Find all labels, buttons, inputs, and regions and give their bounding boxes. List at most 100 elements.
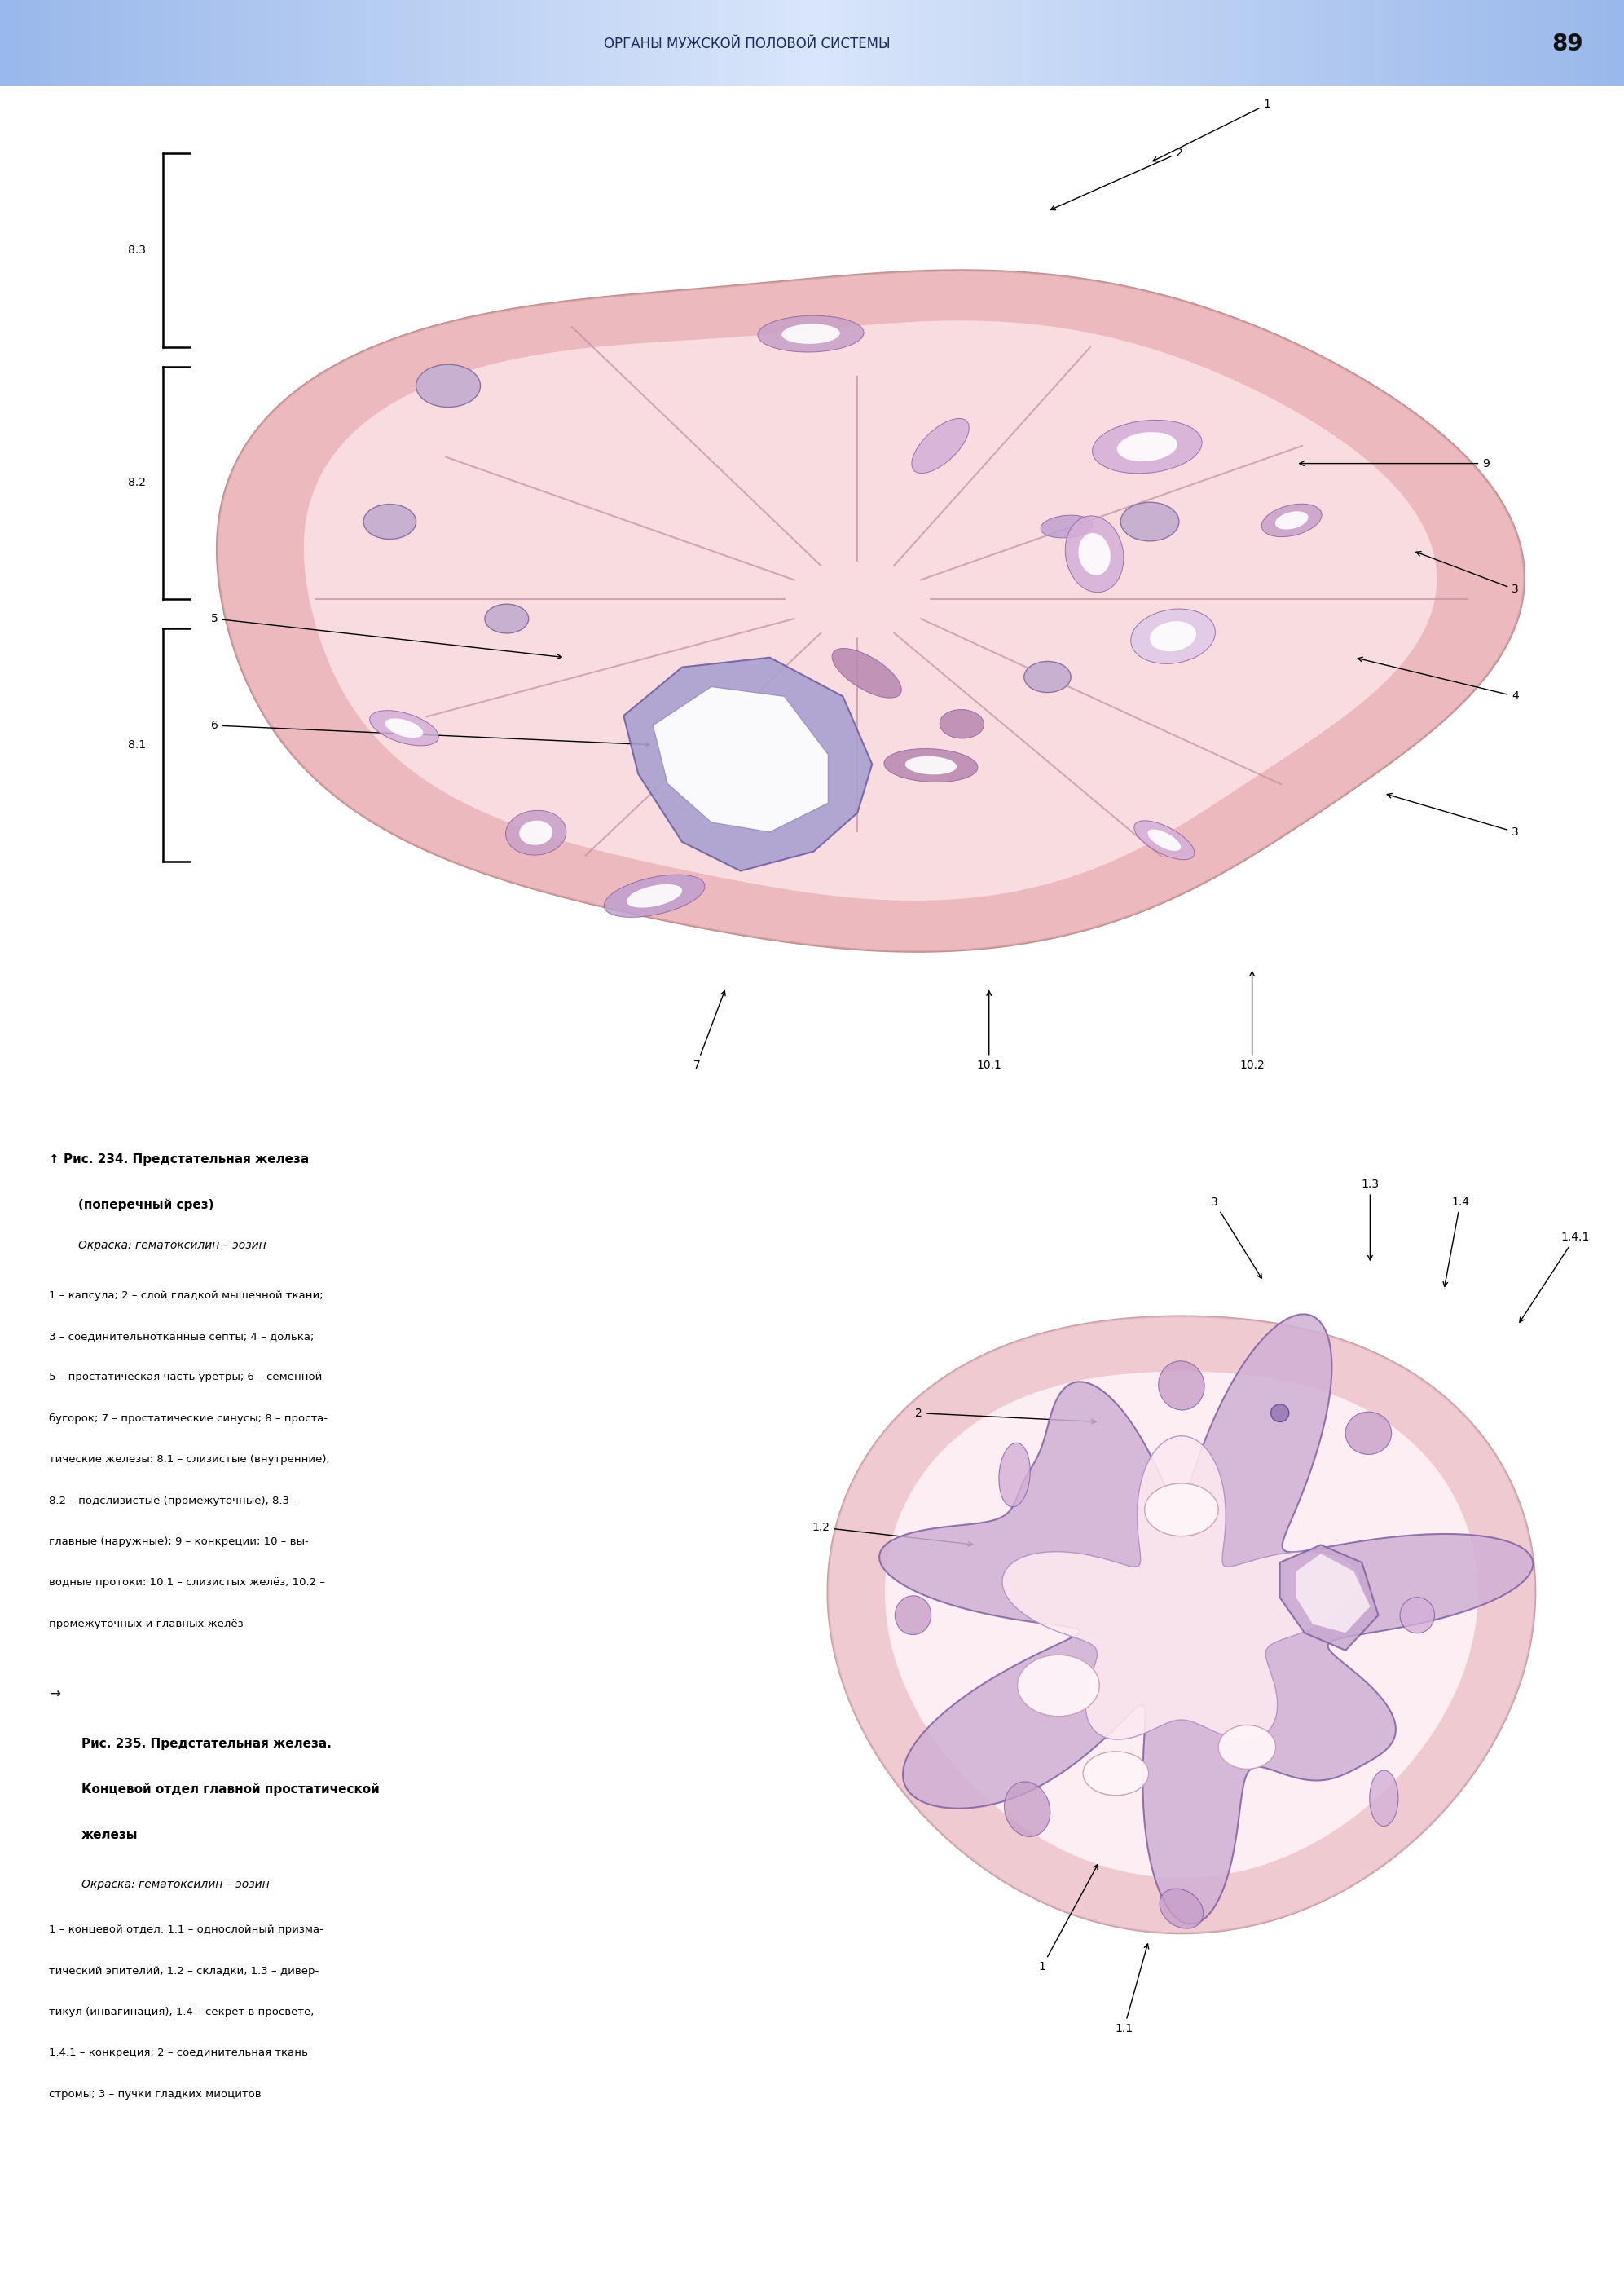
Bar <box>49 0 54 84</box>
Ellipse shape <box>1130 610 1215 664</box>
Bar <box>244 0 248 84</box>
Ellipse shape <box>911 418 970 473</box>
Bar <box>580 0 585 84</box>
Bar <box>5 0 11 84</box>
Text: 1 – капсула; 2 – слой гладкой мышечной ткани;: 1 – капсула; 2 – слой гладкой мышечной т… <box>49 1290 323 1301</box>
Bar <box>893 0 898 84</box>
Bar <box>455 0 460 84</box>
Bar <box>130 0 135 84</box>
Bar <box>921 0 926 84</box>
Bar <box>1169 0 1174 84</box>
Bar <box>1478 0 1483 84</box>
Bar <box>297 0 304 84</box>
Text: 1.2: 1.2 <box>812 1523 973 1546</box>
Ellipse shape <box>484 605 528 632</box>
Bar <box>828 0 833 84</box>
Bar <box>1548 0 1554 84</box>
Bar <box>492 0 499 84</box>
Bar <box>541 0 547 84</box>
Bar <box>531 0 536 84</box>
Bar <box>791 0 796 84</box>
Bar <box>16 0 21 84</box>
Bar <box>1158 0 1164 84</box>
Polygon shape <box>218 269 1525 952</box>
Bar <box>817 0 823 84</box>
Bar <box>742 0 747 84</box>
Bar <box>1093 0 1099 84</box>
Bar <box>1619 0 1624 84</box>
Bar <box>76 0 81 84</box>
Bar <box>341 0 346 84</box>
Bar <box>1510 0 1515 84</box>
Bar <box>352 0 357 84</box>
Bar <box>931 0 937 84</box>
Bar <box>162 0 167 84</box>
Bar <box>703 0 710 84</box>
Bar <box>320 0 325 84</box>
Polygon shape <box>1280 1546 1379 1651</box>
Ellipse shape <box>781 324 840 345</box>
Bar <box>1246 0 1250 84</box>
Ellipse shape <box>831 648 901 699</box>
Ellipse shape <box>1121 502 1179 541</box>
Bar <box>1174 0 1181 84</box>
Ellipse shape <box>1117 431 1177 461</box>
Bar <box>1522 0 1527 84</box>
Bar <box>1332 0 1337 84</box>
Text: железы: железы <box>81 1829 138 1840</box>
Text: 2: 2 <box>916 1406 1096 1425</box>
Bar <box>953 0 958 84</box>
Bar <box>167 0 174 84</box>
Bar <box>1272 0 1278 84</box>
Polygon shape <box>885 1372 1478 1879</box>
Bar <box>1315 0 1320 84</box>
Bar <box>1229 0 1234 84</box>
Bar <box>617 0 622 84</box>
Polygon shape <box>1002 1436 1361 1740</box>
Bar <box>1608 0 1613 84</box>
Bar <box>438 0 443 84</box>
Bar <box>1499 0 1505 84</box>
Bar <box>775 0 780 84</box>
Polygon shape <box>218 269 1525 952</box>
Bar <box>1267 0 1272 84</box>
Bar <box>211 0 216 84</box>
Bar <box>715 0 719 84</box>
Bar <box>1494 0 1499 84</box>
Text: Концевой отдел главной простатической: Концевой отдел главной простатической <box>81 1783 380 1797</box>
Text: ↑ Рис. 234. Предстательная железа: ↑ Рис. 234. Предстательная железа <box>49 1153 309 1164</box>
Text: 1.4: 1.4 <box>1444 1196 1470 1288</box>
Bar <box>958 0 963 84</box>
Bar <box>32 0 37 84</box>
Ellipse shape <box>370 710 438 747</box>
Bar <box>222 0 227 84</box>
Bar <box>937 0 942 84</box>
Bar <box>1186 0 1190 84</box>
Bar <box>914 0 921 84</box>
Bar <box>1072 0 1077 84</box>
Bar <box>125 0 130 84</box>
Ellipse shape <box>1275 511 1309 530</box>
Bar <box>276 0 281 84</box>
Text: 5 – простатическая часть уретры; 6 – семенной: 5 – простатическая часть уретры; 6 – сем… <box>49 1372 322 1383</box>
Bar <box>1369 0 1376 84</box>
Bar <box>1380 0 1385 84</box>
Bar <box>1364 0 1369 84</box>
Bar <box>1190 0 1197 84</box>
Bar <box>547 0 552 84</box>
Bar <box>330 0 336 84</box>
Bar <box>823 0 828 84</box>
Text: 1: 1 <box>1153 98 1270 162</box>
Bar <box>1077 0 1083 84</box>
Ellipse shape <box>758 315 864 352</box>
Ellipse shape <box>1272 1404 1289 1422</box>
Bar <box>1385 0 1392 84</box>
Bar <box>1402 0 1408 84</box>
Bar <box>93 0 97 84</box>
Bar <box>1294 0 1299 84</box>
Bar <box>1538 0 1543 84</box>
Bar <box>119 0 125 84</box>
Bar <box>1109 0 1116 84</box>
Bar <box>395 0 401 84</box>
Bar <box>1218 0 1223 84</box>
